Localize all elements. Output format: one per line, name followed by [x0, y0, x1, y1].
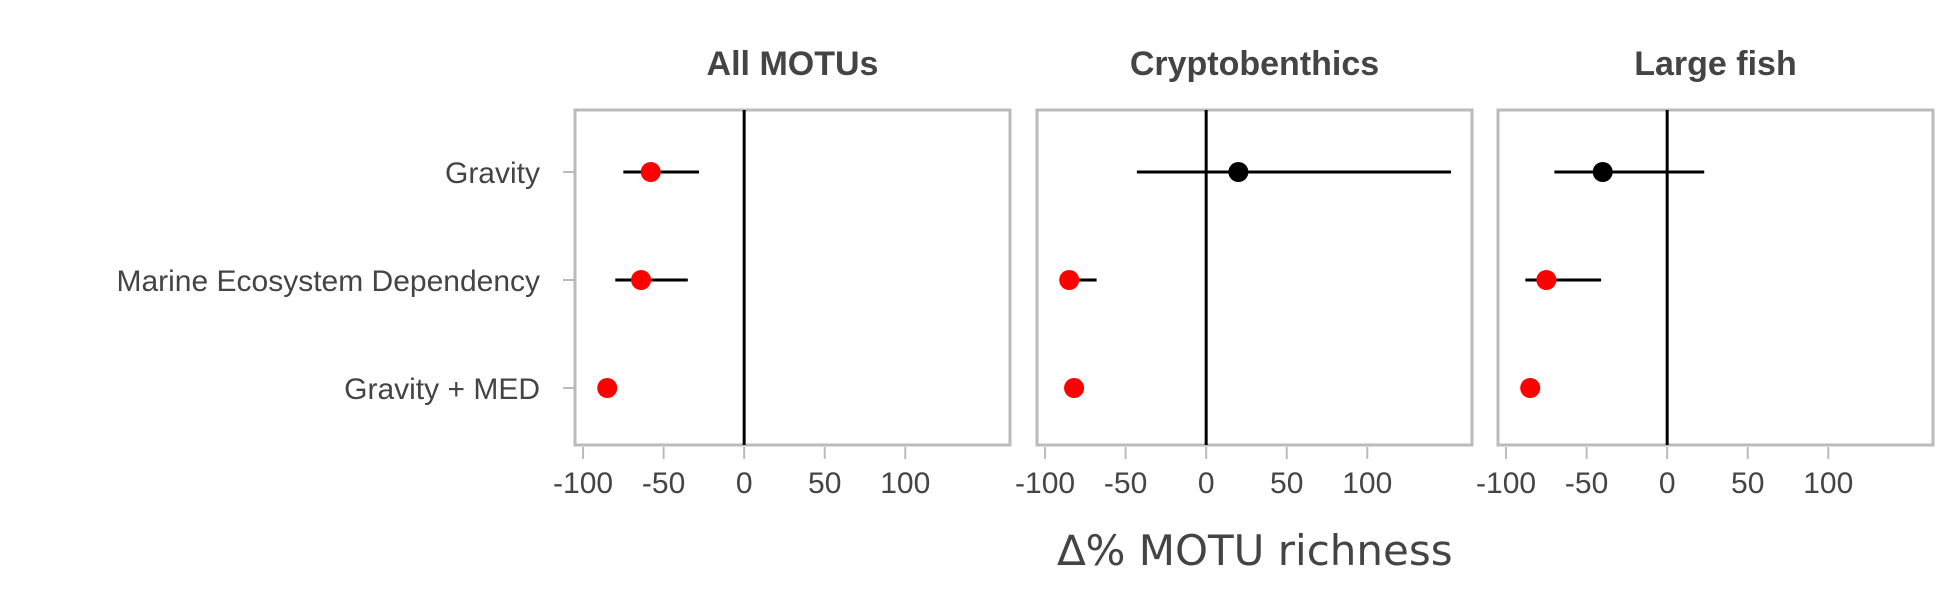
point-gravity-med	[1064, 378, 1085, 398]
x-tick-label: 50	[1270, 467, 1303, 500]
x-tick-label: -100	[553, 467, 613, 500]
point-gravity	[640, 162, 661, 182]
panel-title: Large fish	[1634, 45, 1796, 83]
point-marine-ecosystem-dependency	[1059, 270, 1080, 290]
point-marine-ecosystem-dependency	[1536, 270, 1557, 290]
panel-all-motus: All MOTUs -100 -50 0 50 100	[553, 45, 1012, 500]
x-tick-label: -50	[1565, 467, 1608, 500]
x-tick-label: 50	[1731, 467, 1764, 500]
point-gravity-med	[597, 378, 618, 398]
x-tick-label: 0	[736, 467, 753, 500]
panel-frame	[1035, 108, 1474, 447]
category-label-gravity: Gravity	[445, 157, 540, 190]
x-tick-label: -100	[1015, 467, 1075, 500]
x-tick-label: 0	[1198, 467, 1215, 500]
x-tick-label: -50	[642, 467, 685, 500]
x-tick-label: 50	[808, 467, 841, 500]
point-gravity	[1592, 162, 1613, 182]
point-gravity	[1228, 162, 1249, 182]
panel-cryptobenthics: Cryptobenthics -100 -50 0 50 100	[1015, 45, 1474, 500]
category-label-gravity-med: Gravity + MED	[344, 373, 540, 406]
category-labels: Gravity Marine Ecosystem Dependency Gravit…	[116, 157, 540, 406]
point-marine-ecosystem-dependency	[631, 270, 652, 290]
x-tick-label: 0	[1659, 467, 1676, 500]
x-tick-label: 100	[1803, 467, 1853, 500]
panels: All MOTUs -100 -50 0 50 100 Cryptobenthics -100…	[553, 45, 1935, 500]
point-gravity-med	[1520, 378, 1541, 398]
category-label-marine-ecosystem-dependency: Marine Ecosystem Dependency	[116, 265, 540, 298]
x-tick-label: -50	[1104, 467, 1147, 500]
panel-title: Cryptobenthics	[1130, 45, 1379, 83]
x-tick-label: 100	[1342, 467, 1392, 500]
panel-title: All MOTUs	[707, 45, 879, 83]
x-tick-label: 100	[880, 467, 930, 500]
panel-large-fish: Large fish -100 -50 0 50 100	[1476, 45, 1935, 500]
x-tick-label: -100	[1476, 467, 1536, 500]
x-axis-title: ∆% MOTU richness	[1056, 526, 1452, 575]
panel-frame	[573, 108, 1012, 447]
panel-frame	[1496, 108, 1935, 447]
